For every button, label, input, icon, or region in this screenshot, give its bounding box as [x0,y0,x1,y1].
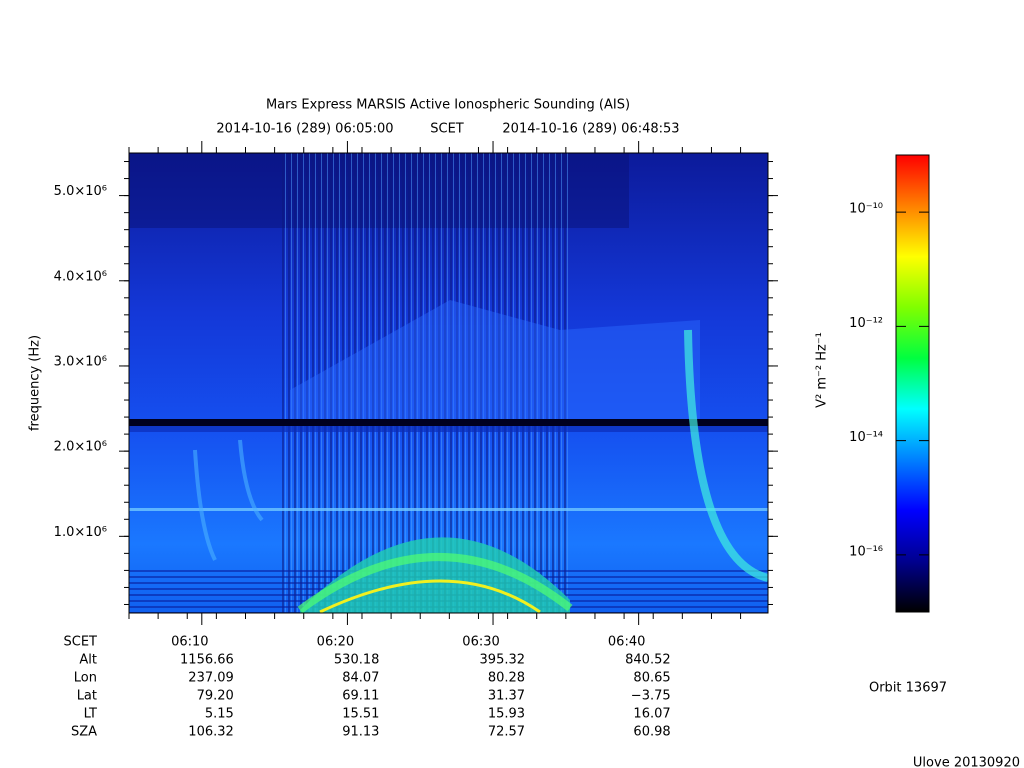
orbit: Orbit 13697 [869,681,947,696]
ephemeris-value: 60.98 [633,725,670,740]
y-tick-label: 5.0×10⁶ [54,184,107,199]
x-tick-label: 06:30 [462,635,499,650]
colorbar-tick-label: 10⁻¹⁶ [849,544,883,559]
ephemeris-label: Alt [79,653,97,668]
y-tick-label: 1.0×10⁶ [54,525,107,540]
chart-title: Mars Express MARSIS Active Ionospheric S… [266,98,630,113]
ephemeris-value: 80.65 [633,671,670,686]
time-end: 2014-10-16 (289) 06:48:53 [502,122,679,137]
ephemeris-value: 84.07 [342,671,379,686]
colorbar-tick-label: 10⁻¹² [849,316,883,331]
ephemeris-value: 80.28 [488,671,525,686]
time-start: 2014-10-16 (289) 06:05:00 [216,122,393,137]
colorbar-tick-label: 10⁻¹⁴ [849,430,883,445]
ephemeris-value: 840.52 [625,653,671,668]
ephemeris-value: 31.37 [488,689,525,704]
ephemeris-value: 79.20 [197,689,234,704]
ephemeris-value: 530.18 [334,653,380,668]
time-label: SCET [430,122,464,137]
y-tick-label: 2.0×10⁶ [54,440,107,455]
colorbar-label: V² m⁻² Hz⁻¹ [815,332,830,408]
ephemeris-value: 15.51 [342,707,379,722]
ephemeris-value: 91.13 [342,725,379,740]
y-axis-label: frequency (Hz) [28,335,43,431]
footer: Ulove 20130920 [913,756,1020,768]
ephemeris-value: 106.32 [188,725,234,740]
colorbar-tick-label: 10⁻¹⁰ [849,202,883,217]
ephemeris-label: LT [84,707,97,722]
ephemeris-label: SZA [71,725,97,740]
ephemeris-value: 5.15 [205,707,234,722]
ephemeris-value: 395.32 [480,653,526,668]
ephemeris-value: 237.09 [188,671,234,686]
y-tick-label: 3.0×10⁶ [54,354,107,369]
ephemeris-label: SCET [64,635,98,650]
ephemeris-value: 69.11 [342,689,379,704]
x-tick-label: 06:10 [171,635,208,650]
ephemeris-value: 16.07 [633,707,670,722]
spectrogram-image [129,153,768,613]
ephemeris-value: 15.93 [488,707,525,722]
ephemeris-value: 1156.66 [180,653,234,668]
x-tick-label: 06:40 [608,635,645,650]
ephemeris-label: Lon [74,671,97,686]
x-tick-label: 06:20 [317,635,354,650]
colorbar [895,154,930,613]
ephemeris-value: 72.57 [488,725,525,740]
ephemeris-label: Lat [77,689,97,704]
ephemeris-value: −3.75 [631,689,671,704]
y-tick-label: 4.0×10⁶ [54,269,107,284]
